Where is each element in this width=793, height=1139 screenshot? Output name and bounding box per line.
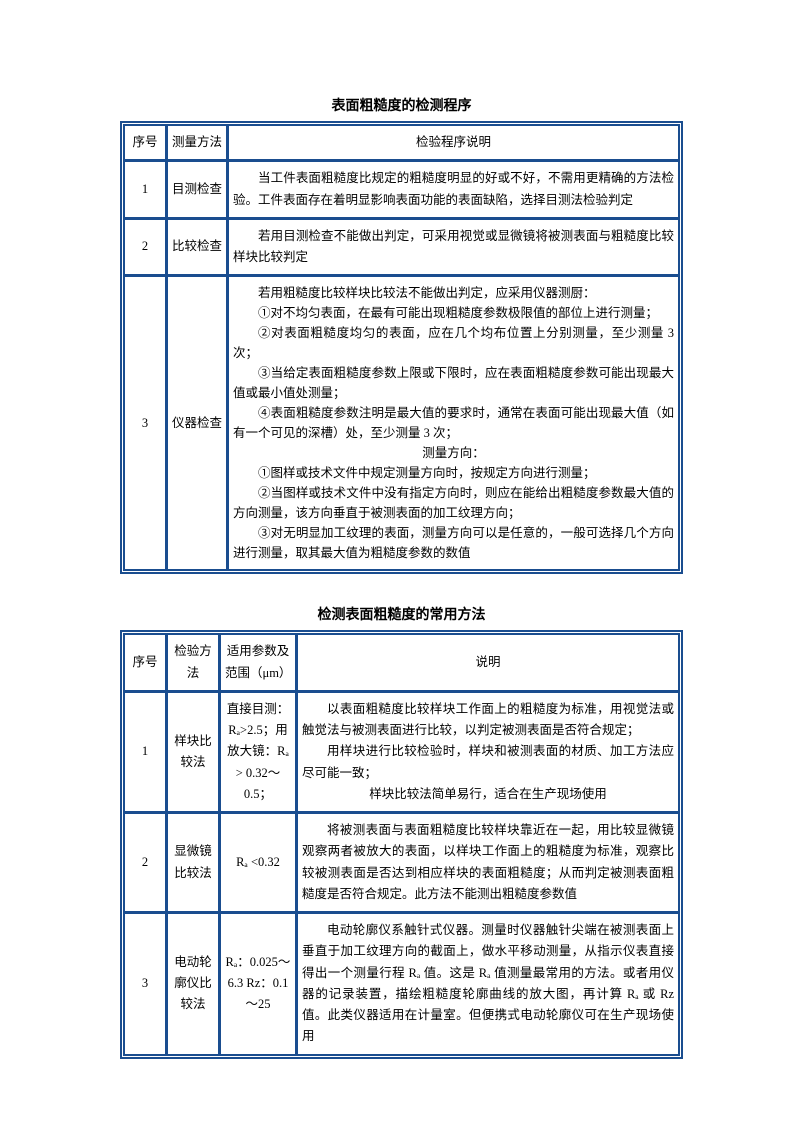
- cell-method: 目测检查: [167, 161, 227, 218]
- cell-desc-multiline: 以表面粗糙度比较样块工作面上的粗糙度为标准，用视觉法或触觉法与被测表面进行比较，…: [297, 692, 679, 812]
- table1-outer: 序号 测量方法 检验程序说明 1 目测检查 当工件表面粗糙度比规定的粗糙度明显的…: [120, 121, 683, 574]
- table-row: 1 样块比较法 直接目测：Rₐ>2.5；用放大镜：Rₐ > 0.32～0.5； …: [124, 692, 679, 812]
- table-row: 1 目测检查 当工件表面粗糙度比规定的粗糙度明显的好或不好，不需用更精确的方法检…: [124, 161, 679, 218]
- cell-method: 显微镜比较法: [167, 813, 219, 912]
- cell-range: 直接目测：Rₐ>2.5；用放大镜：Rₐ > 0.32～0.5；: [220, 692, 296, 812]
- cell-seq: 3: [124, 276, 166, 570]
- cell-desc: 若用目测检查不能做出判定，可采用视觉或显微镜将被测表面与粗糙度比较样块比较判定: [228, 219, 679, 276]
- cell-desc: 将被测表面与表面粗糙度比较样块靠近在一起，用比较显微镜观察两者被放大的表面，以样…: [297, 813, 679, 912]
- th-method: 测量方法: [167, 125, 227, 160]
- table1: 序号 测量方法 检验程序说明 1 目测检查 当工件表面粗糙度比规定的粗糙度明显的…: [123, 124, 680, 571]
- table-header-row: 序号 检验方法 适用参数及范围（μm） 说明: [124, 634, 679, 691]
- cell-method: 样块比较法: [167, 692, 219, 812]
- table-row: 2 比较检查 若用目测检查不能做出判定，可采用视觉或显微镜将被测表面与粗糙度比较…: [124, 219, 679, 276]
- desc-line: 样块比较法简单易行，适合在生产现场使用: [302, 784, 674, 805]
- table-row: 3 电动轮廓仪比较法 Rₐ：0.025～6.3 Rz：0.1～25 电动轮廓仪系…: [124, 913, 679, 1055]
- desc-line: 若用粗糙度比较样块比较法不能做出判定，应采用仪器测厨：: [233, 283, 674, 303]
- cell-seq: 2: [124, 219, 166, 276]
- cell-desc: 当工件表面粗糙度比规定的粗糙度明显的好或不好，不需用更精确的方法检验。工件表面存…: [228, 161, 679, 218]
- th-method: 检验方法: [167, 634, 219, 691]
- desc-line: 用样块进行比较检验时，样块和被测表面的材质、加工方法应尽可能一致；: [302, 741, 674, 784]
- cell-desc: 电动轮廓仪系触针式仪器。测量时仪器触针尖端在被测表面上垂直于加工纹理方向的截面上…: [297, 913, 679, 1055]
- cell-seq: 1: [124, 161, 166, 218]
- table2-title: 检测表面粗糙度的常用方法: [120, 604, 683, 624]
- desc-line: ③当给定表面粗糙度参数上限或下限时，应在表面粗糙度参数可能出现最大值或最小值处测…: [233, 363, 674, 403]
- desc-line: ②对表面粗糙度均匀的表面，应在几个均布位置上分别测量，至少测量 3 次；: [233, 323, 674, 363]
- desc-line: ④表面粗糙度参数注明是最大值的要求时，通常在表面可能出现最大值（如有一个可见的深…: [233, 403, 674, 443]
- cell-range: Rₐ：0.025～6.3 Rz：0.1～25: [220, 913, 296, 1055]
- cell-seq: 3: [124, 913, 166, 1055]
- cell-desc-multiline: 若用粗糙度比较样块比较法不能做出判定，应采用仪器测厨： ①对不均匀表面，在最有可…: [228, 276, 679, 570]
- desc-line: 测量方向：: [233, 443, 674, 463]
- cell-method: 比较检查: [167, 219, 227, 276]
- th-seq: 序号: [124, 634, 166, 691]
- cell-method: 仪器检查: [167, 276, 227, 570]
- th-desc: 检验程序说明: [228, 125, 679, 160]
- th-range: 适用参数及范围（μm）: [220, 634, 296, 691]
- cell-method: 电动轮廓仪比较法: [167, 913, 219, 1055]
- cell-range: Rₐ <0.32: [220, 813, 296, 912]
- document-page: 表面粗糙度的检测程序 序号 测量方法 检验程序说明 1 目测检查 当工件表面粗糙…: [0, 0, 793, 1139]
- desc-line: 以表面粗糙度比较样块工作面上的粗糙度为标准，用视觉法或触觉法与被测表面进行比较，…: [302, 699, 674, 742]
- table2: 序号 检验方法 适用参数及范围（μm） 说明 1 样块比较法 直接目测：Rₐ>2…: [123, 633, 680, 1055]
- cell-seq: 2: [124, 813, 166, 912]
- th-seq: 序号: [124, 125, 166, 160]
- desc-line: ①对不均匀表面，在最有可能出现粗糙度参数极限值的部位上进行测量；: [233, 303, 674, 323]
- table2-outer: 序号 检验方法 适用参数及范围（μm） 说明 1 样块比较法 直接目测：Rₐ>2…: [120, 630, 683, 1058]
- table1-title: 表面粗糙度的检测程序: [120, 95, 683, 115]
- desc-line: ②当图样或技术文件中没有指定方向时，则应在能给出粗糙度参数最大值的方向测量，该方…: [233, 483, 674, 523]
- table-header-row: 序号 测量方法 检验程序说明: [124, 125, 679, 160]
- table-row: 3 仪器检查 若用粗糙度比较样块比较法不能做出判定，应采用仪器测厨： ①对不均匀…: [124, 276, 679, 570]
- cell-seq: 1: [124, 692, 166, 812]
- th-desc: 说明: [297, 634, 679, 691]
- desc-line: ①图样或技术文件中规定测量方向时，按规定方向进行测量；: [233, 463, 674, 483]
- table-row: 2 显微镜比较法 Rₐ <0.32 将被测表面与表面粗糙度比较样块靠近在一起，用…: [124, 813, 679, 912]
- desc-line: ③对无明显加工纹理的表面，测量方向可以是任意的，一般可选择几个方向进行测量，取其…: [233, 523, 674, 563]
